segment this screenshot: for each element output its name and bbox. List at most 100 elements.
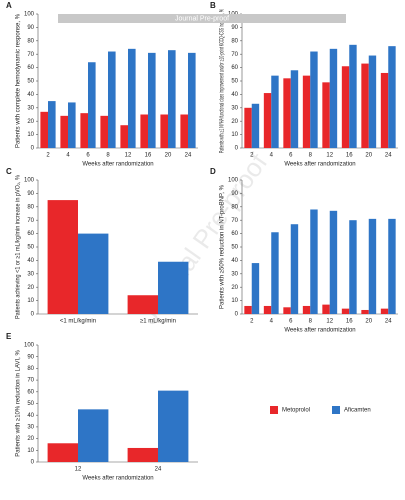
y-tick-label: 20 [27, 436, 34, 442]
y-tick-label: 100 [24, 178, 35, 184]
x-tick-label: 20 [365, 319, 372, 325]
x-tick-label: 12 [75, 467, 82, 473]
y-axis-label: Patients with complete hemodynamic respo… [16, 13, 22, 148]
bar [271, 232, 279, 314]
bar [329, 210, 338, 314]
y-tick-label: 90 [27, 191, 34, 197]
legend-label: Aficamten [344, 408, 371, 414]
bar [127, 447, 158, 462]
x-tick-label: 16 [346, 153, 353, 159]
x-tick-label: <1 mL/kg/min [60, 319, 96, 325]
bar [302, 75, 311, 148]
bar [244, 107, 252, 148]
y-tick-label: 10 [231, 298, 238, 304]
x-axis-label: Weeks after randomization [82, 162, 153, 168]
y-tick-label: 90 [231, 191, 238, 197]
bar [251, 263, 260, 314]
bar [68, 102, 76, 148]
x-tick-label: 24 [155, 467, 162, 473]
y-tick-label: 100 [24, 12, 35, 18]
y-tick-label: 0 [31, 312, 35, 318]
bar [388, 46, 396, 148]
x-tick-label: 16 [346, 319, 353, 325]
y-tick-label: 70 [27, 378, 34, 384]
bar [128, 48, 136, 149]
bar [380, 308, 389, 314]
y-tick-label: 0 [235, 312, 239, 318]
legend-swatch [332, 406, 340, 414]
panel-label: D [210, 167, 216, 176]
bar [349, 44, 357, 148]
bar [148, 52, 156, 148]
bar [160, 114, 168, 148]
y-tick-label: 20 [27, 285, 34, 291]
x-tick-label: 20 [165, 153, 172, 159]
x-tick-label: 4 [270, 153, 274, 159]
bar [361, 309, 369, 314]
x-tick-label: 2 [46, 153, 50, 159]
y-tick-label: 60 [27, 389, 34, 395]
bar [271, 75, 279, 148]
y-tick-label: 20 [27, 119, 34, 125]
bar [168, 50, 176, 148]
panel-label: C [6, 167, 12, 176]
y-tick-label: 30 [27, 271, 34, 277]
y-tick-label: 70 [231, 52, 238, 58]
y-tick-label: 90 [231, 25, 238, 31]
y-tick-label: 60 [27, 231, 34, 237]
bar [361, 63, 369, 148]
bar [251, 103, 260, 148]
bar [100, 115, 108, 148]
bar [108, 51, 116, 148]
y-tick-label: 50 [27, 79, 34, 85]
x-tick-label: 6 [289, 319, 293, 325]
y-tick-label: 10 [27, 448, 34, 454]
y-tick-label: 40 [231, 258, 238, 264]
bar [158, 390, 189, 462]
x-tick-label: ≥1 mL/kg/min [140, 319, 176, 325]
bar [283, 78, 291, 148]
bar [283, 307, 291, 314]
x-tick-label: 12 [326, 153, 333, 159]
y-tick-label: 70 [27, 52, 34, 58]
y-tick-label: 10 [27, 298, 34, 304]
x-tick-label: 24 [185, 153, 192, 159]
bar [80, 113, 88, 148]
bar [40, 111, 48, 148]
y-tick-label: 60 [27, 65, 34, 71]
bar [47, 443, 78, 462]
bar [88, 62, 96, 148]
bar [120, 125, 128, 148]
y-tick-label: 30 [231, 271, 238, 277]
bar [60, 115, 68, 148]
x-tick-label: 20 [365, 153, 372, 159]
y-axis-label: Patients with ≥10% reduction in LAVI, % [16, 350, 22, 457]
x-tick-label: 24 [385, 319, 392, 325]
x-tick-label: 12 [125, 153, 132, 159]
y-tick-label: 90 [27, 25, 34, 31]
panel-label: B [210, 1, 216, 10]
y-axis-label: Patients with ≥1 NYHA functional class i… [220, 9, 226, 153]
y-tick-label: 100 [228, 178, 239, 184]
y-tick-label: 40 [27, 258, 34, 264]
y-tick-label: 30 [27, 105, 34, 111]
bar [263, 93, 272, 148]
bar [380, 72, 389, 148]
y-tick-label: 60 [231, 65, 238, 71]
y-tick-label: 80 [231, 204, 238, 210]
x-tick-label: 8 [309, 319, 313, 325]
bar [78, 233, 109, 314]
y-tick-label: 50 [231, 245, 238, 251]
panel-label: A [6, 1, 12, 10]
x-tick-label: 12 [326, 319, 333, 325]
y-tick-label: 90 [27, 354, 34, 360]
x-axis-label: Weeks after randomization [284, 162, 355, 168]
bar [188, 52, 196, 148]
y-tick-label: 20 [231, 119, 238, 125]
bar [310, 51, 318, 148]
y-tick-label: 40 [231, 92, 238, 98]
y-tick-label: 10 [27, 132, 34, 138]
y-tick-label: 80 [27, 38, 34, 44]
y-tick-label: 80 [27, 366, 34, 372]
y-tick-label: 50 [27, 401, 34, 407]
